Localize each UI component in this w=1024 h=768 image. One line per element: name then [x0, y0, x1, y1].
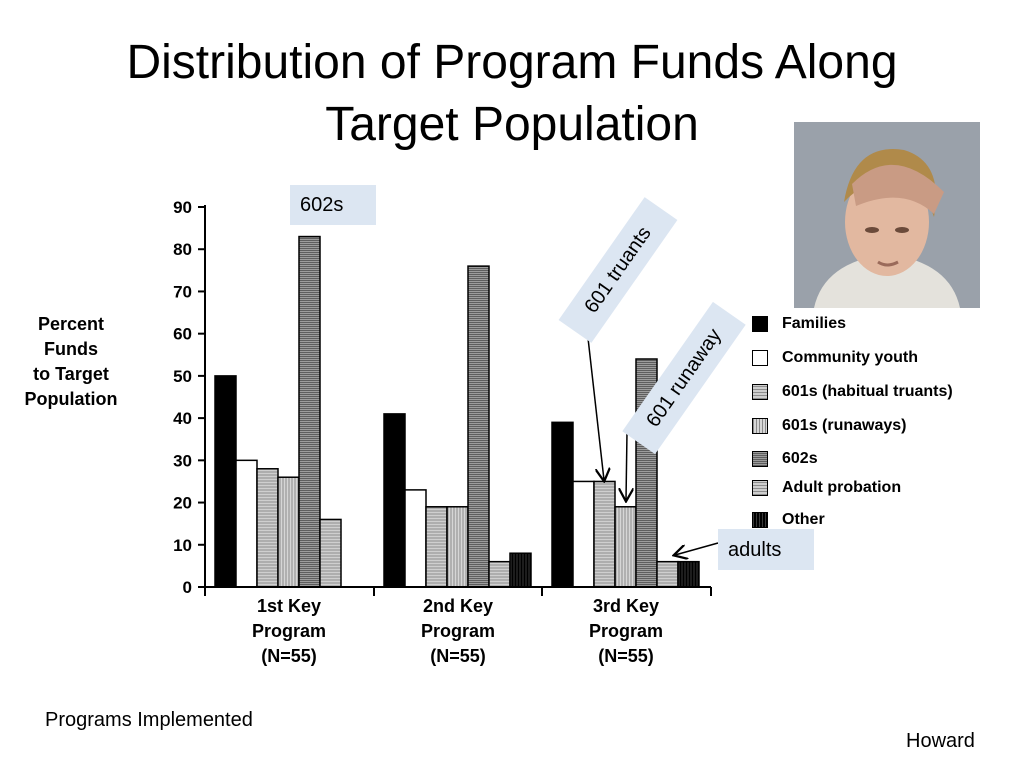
bar — [509, 552, 532, 588]
adults-arrow — [675, 542, 719, 555]
stressed-teen-photo — [794, 122, 980, 308]
callout-602s-text: 602s — [300, 194, 344, 216]
bar — [404, 489, 427, 588]
bar — [446, 506, 469, 588]
legend-swatch — [752, 384, 768, 400]
legend-swatch — [752, 418, 768, 434]
legend-swatch — [752, 512, 768, 528]
legend-label: Families — [782, 315, 847, 332]
legend-label: Other — [782, 511, 825, 528]
bar — [425, 506, 448, 588]
y-axis-label-line: to Target — [33, 364, 109, 384]
slide-title: Distribution of Program Funds Along Targ… — [40, 32, 984, 156]
legend-swatch — [752, 451, 768, 467]
bar — [656, 560, 679, 588]
runaway-arrow — [626, 431, 627, 500]
y-tick-label: 40 — [173, 409, 192, 428]
legend-swatch — [752, 480, 768, 496]
bar — [298, 235, 321, 588]
bar — [551, 421, 574, 588]
legend-swatch — [752, 350, 768, 366]
y-axis-label-line: Population — [24, 389, 118, 409]
x-category-label: Program — [252, 621, 326, 641]
y-tick-label: 0 — [183, 578, 192, 597]
legend-label: Adult probation — [782, 479, 902, 496]
footer-author: Howard — [906, 730, 975, 752]
legend-item: Adult probation — [752, 478, 901, 498]
y-axis-label-line: Funds — [44, 339, 98, 359]
x-category-label: (N=55) — [261, 646, 317, 666]
legend-item: Other — [752, 510, 825, 530]
bar — [235, 459, 258, 588]
legend-label: 601s (runaways) — [782, 417, 907, 434]
x-category-label: Program — [589, 621, 663, 641]
bar — [256, 468, 279, 588]
legend-label: 601s (habitual truants) — [782, 383, 953, 400]
y-tick-label: 10 — [173, 536, 192, 555]
title-line-1: Distribution of Program Funds Along — [126, 36, 898, 89]
y-tick-label: 20 — [173, 494, 192, 513]
bar — [319, 518, 342, 588]
axes-layer: 0 10 20 30 40 50 60 70 80 90 1st Key Program (N=55) 2… — [173, 198, 712, 666]
bar — [277, 476, 300, 588]
bar — [677, 560, 700, 588]
x-category-label: (N=55) — [598, 646, 654, 666]
x-category-label: 1st Key — [257, 596, 321, 616]
portrait-illustration — [794, 122, 980, 308]
y-tick-label: 50 — [173, 367, 192, 386]
y-tick-label: 90 — [173, 198, 192, 217]
bar — [593, 480, 616, 588]
legend-item: 601s (runaways) — [752, 416, 907, 436]
y-axis-label: Percent Funds to Target Population — [14, 312, 128, 412]
bar — [614, 506, 637, 588]
bar — [467, 265, 490, 588]
x-category-label: 3rd Key — [593, 596, 659, 616]
legend-label: 602s — [782, 450, 818, 467]
bar — [572, 480, 595, 588]
x-category-label: 2nd Key — [423, 596, 493, 616]
callout-adults: adults — [718, 529, 814, 570]
y-tick-label: 70 — [173, 282, 192, 301]
y-tick-label: 30 — [173, 451, 192, 470]
legend-label: Community youth — [782, 349, 918, 366]
legend-item: 602s — [752, 449, 818, 469]
legend-item: Community youth — [752, 348, 918, 368]
legend-item: 601s (habitual truants) — [752, 382, 953, 402]
legend-item: Families — [752, 314, 846, 334]
bar — [214, 375, 237, 588]
truants-arrow — [587, 337, 604, 480]
y-tick-label: 80 — [173, 240, 192, 259]
x-category-label: Program — [421, 621, 495, 641]
callout-602s: 602s — [290, 185, 376, 225]
bar — [488, 560, 511, 588]
bars-layer — [214, 235, 700, 588]
y-axis-label-line: Percent — [37, 314, 105, 334]
x-category-label: (N=55) — [430, 646, 486, 666]
annotation-arrows — [587, 337, 719, 555]
legend-swatch — [752, 316, 768, 332]
callout-adults-text: adults — [728, 538, 782, 561]
footer-programs-implemented: Programs Implemented — [45, 709, 253, 731]
title-line-2: Target Population — [325, 98, 699, 151]
bar — [383, 413, 406, 588]
y-tick-label: 60 — [173, 325, 192, 344]
